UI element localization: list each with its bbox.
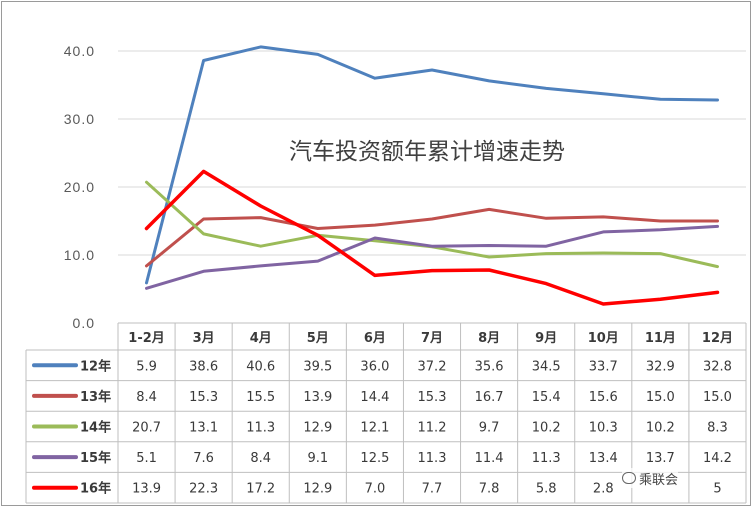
data-label: 22.3 bbox=[189, 482, 218, 497]
data-label: 35.6 bbox=[475, 359, 504, 374]
category-label: 11月 bbox=[645, 331, 676, 346]
series-lines bbox=[144, 45, 720, 306]
data-label: 9.1 bbox=[307, 451, 328, 466]
category-label: 1-2月 bbox=[128, 331, 165, 346]
category-label: 10月 bbox=[588, 331, 619, 346]
data-label: 10.2 bbox=[532, 421, 561, 436]
data-label: 15.3 bbox=[189, 390, 218, 405]
category-label: 9月 bbox=[535, 331, 557, 346]
data-label: 11.3 bbox=[418, 451, 447, 466]
y-axis-ticks: 0.0 10.0 20.0 30.0 40.0 bbox=[64, 43, 95, 331]
data-label: 11.3 bbox=[532, 451, 561, 466]
data-label: 5.9 bbox=[136, 359, 157, 374]
data-label: 15.0 bbox=[646, 390, 675, 405]
data-label: 14.2 bbox=[703, 451, 732, 466]
data-label: 20.7 bbox=[132, 421, 161, 436]
wechat-icon bbox=[622, 472, 636, 484]
data-label: 2.8 bbox=[593, 482, 614, 497]
data-table: 1-2月 3月 4月 5月 6月 7月 8月 9月 10月 11月 12月 12年 5.9 38.6 40.… bbox=[25, 322, 747, 504]
data-label: 15.6 bbox=[589, 390, 618, 405]
category-label: 5月 bbox=[307, 331, 329, 346]
data-label: 12.9 bbox=[303, 421, 332, 436]
data-label: 16.7 bbox=[475, 390, 504, 405]
data-label: 13.1 bbox=[189, 421, 218, 436]
data-label: 12.5 bbox=[360, 451, 389, 466]
data-label: 32.9 bbox=[646, 359, 675, 374]
data-label: 10.2 bbox=[646, 421, 675, 436]
data-label: 5.1 bbox=[136, 451, 157, 466]
data-label: 32.8 bbox=[703, 359, 732, 374]
data-label: 17.2 bbox=[246, 482, 275, 497]
data-label: 38.6 bbox=[189, 359, 218, 374]
data-label: 7.7 bbox=[422, 482, 443, 497]
data-label: 13.7 bbox=[646, 451, 675, 466]
data-label: 8.3 bbox=[707, 421, 728, 436]
y-tick-label: 30.0 bbox=[64, 111, 95, 127]
legend-label: 14年 bbox=[80, 420, 111, 436]
data-label: 15.4 bbox=[532, 390, 561, 405]
series-line bbox=[145, 180, 719, 269]
data-label: 7.0 bbox=[365, 482, 386, 497]
category-label: 6月 bbox=[364, 331, 386, 346]
category-label: 7月 bbox=[421, 331, 443, 346]
legend-label: 12年 bbox=[80, 358, 111, 374]
data-label: 7.6 bbox=[193, 451, 214, 466]
data-label: 13.9 bbox=[303, 390, 332, 405]
data-label: 36.0 bbox=[360, 359, 389, 374]
data-label: 8.4 bbox=[250, 451, 271, 466]
data-label: 33.7 bbox=[589, 359, 618, 374]
data-label: 15.0 bbox=[703, 390, 732, 405]
data-label: 11.2 bbox=[418, 421, 447, 436]
watermark: 乘联会 bbox=[622, 468, 679, 488]
chart-title: 汽车投资额年累计增速走势 bbox=[289, 139, 565, 165]
data-label: 15.5 bbox=[246, 390, 275, 405]
data-label: 12.1 bbox=[360, 421, 389, 436]
series-line bbox=[144, 169, 720, 306]
category-label: 3月 bbox=[193, 331, 215, 346]
data-label: 5.8 bbox=[536, 482, 557, 497]
y-tick-label: 0.0 bbox=[73, 315, 95, 331]
grid-lines bbox=[118, 50, 746, 256]
y-tick-label: 40.0 bbox=[64, 43, 95, 59]
data-label: 40.6 bbox=[246, 359, 275, 374]
legend-label: 16年 bbox=[80, 481, 111, 497]
series-line bbox=[145, 224, 719, 290]
y-tick-label: 20.0 bbox=[64, 179, 95, 195]
data-label: 12.9 bbox=[303, 482, 332, 497]
y-tick-label: 10.0 bbox=[64, 247, 95, 263]
data-label: 10.3 bbox=[589, 421, 618, 436]
data-label: 11.3 bbox=[246, 421, 275, 436]
data-label: 34.5 bbox=[532, 359, 561, 374]
data-label: 7.8 bbox=[479, 482, 500, 497]
data-label: 5 bbox=[713, 482, 721, 497]
series-line bbox=[145, 207, 719, 268]
category-label: 12月 bbox=[702, 331, 733, 346]
data-label: 39.5 bbox=[303, 359, 332, 374]
data-label: 14.4 bbox=[360, 390, 389, 405]
category-label: 8月 bbox=[478, 331, 500, 346]
category-label: 4月 bbox=[250, 331, 272, 346]
data-label: 15.3 bbox=[418, 390, 447, 405]
legend-label: 13年 bbox=[80, 389, 111, 405]
data-label: 8.4 bbox=[136, 390, 157, 405]
data-label: 13.4 bbox=[589, 451, 618, 466]
watermark-text: 乘联会 bbox=[639, 472, 679, 488]
data-label: 11.4 bbox=[475, 451, 504, 466]
data-label: 37.2 bbox=[418, 359, 447, 374]
data-label: 9.7 bbox=[479, 421, 500, 436]
series-line bbox=[145, 45, 719, 285]
data-label: 13.9 bbox=[132, 482, 161, 497]
legend-label: 15年 bbox=[80, 450, 111, 466]
